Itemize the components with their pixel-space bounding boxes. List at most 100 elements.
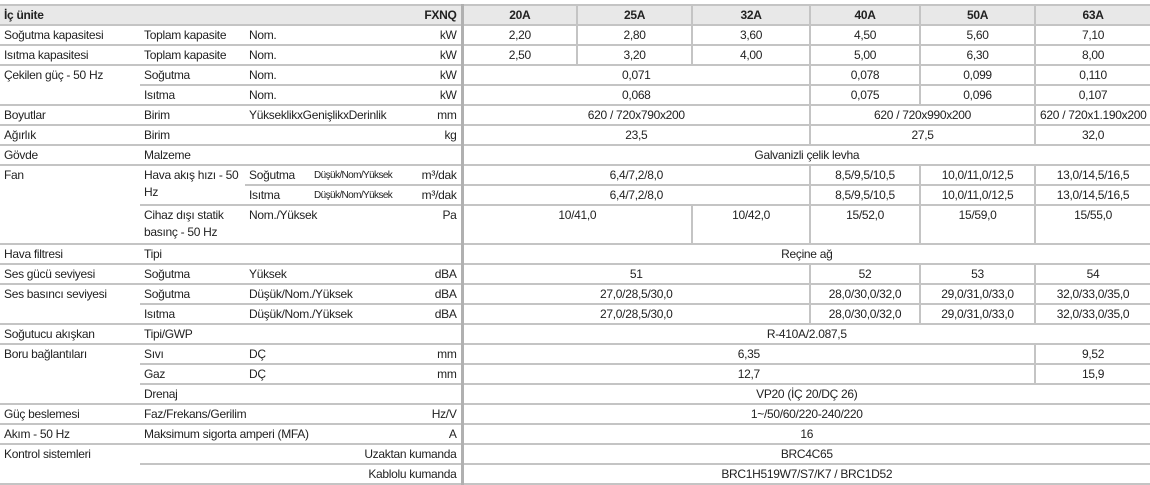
value-cell: 3,20 bbox=[576, 45, 693, 66]
spec-row: Soğutucu akışkan Tipi/GWP R-410A/2.087,5 bbox=[0, 324, 1150, 345]
value-cell: 53 bbox=[919, 264, 1036, 285]
value-cell: 620 / 720x1.190x200 bbox=[1034, 105, 1150, 126]
value-cell: 10,0/11,0/12,5 bbox=[919, 185, 1036, 206]
label-cell: Toplam kapasite bbox=[140, 45, 245, 66]
spec-row: Isıtma Düşük/Nom./Yüksek dBA 27,0/28,5/30,0… bbox=[0, 304, 1150, 325]
label-cell: YükseklikxGenişlikxDerinlik bbox=[245, 105, 416, 126]
value-cell: 15,9 bbox=[1034, 364, 1150, 385]
label-cell: Nom./Yüksek bbox=[245, 205, 416, 245]
label-cell: Fan bbox=[0, 165, 140, 245]
value-cell: 27,5 bbox=[809, 125, 1036, 146]
value-cell: 2,20 bbox=[461, 25, 578, 46]
label-cell: Sıvı bbox=[140, 344, 245, 365]
label-cell: Gaz bbox=[140, 364, 245, 385]
value-cell: 8,00 bbox=[1034, 45, 1150, 66]
spec-row: Güç beslemesi Faz/Frekans/Gerilim Hz/V 1~/5… bbox=[0, 404, 1150, 425]
spec-row: Drenaj VP20 (İÇ 20/DÇ 26) bbox=[0, 384, 1150, 405]
value-cell: 620 / 720x790x200 bbox=[461, 105, 811, 126]
value-cell: 10,0/11,0/12,5 bbox=[919, 165, 1036, 186]
label-cell: Toplam kapasite bbox=[140, 25, 245, 46]
label-cell: Birim bbox=[140, 105, 245, 126]
value-cell: 5,00 bbox=[809, 45, 921, 66]
unit-cell: Uzaktan kumanda bbox=[140, 444, 464, 465]
label-cell: Soğutma bbox=[140, 65, 245, 86]
unit-cell bbox=[415, 384, 464, 405]
label-cell: Isıtma bbox=[245, 185, 310, 206]
unit-cell bbox=[415, 145, 464, 166]
value-cell: 28,0/30,0/32,0 bbox=[809, 284, 921, 305]
model-name: FXNQ bbox=[415, 4, 464, 26]
label-cell: Düşük/Nom./Yüksek bbox=[245, 304, 416, 325]
value-cell: 29,0/31,0/33,0 bbox=[919, 304, 1036, 325]
label-cell: Yüksek bbox=[245, 264, 416, 285]
spec-row: Fan Hava akış hızı - 50 Hz Soğutma Düşük/No… bbox=[0, 165, 1150, 245]
unit-cell: Kablolu kumanda bbox=[140, 464, 464, 485]
label-cell: Maksimum sigorta amperi (MFA) bbox=[140, 424, 416, 445]
label-cell bbox=[245, 244, 416, 265]
label-cell: Soğutucu akışkan bbox=[0, 324, 140, 345]
value-cell: VP20 (İÇ 20/DÇ 26) bbox=[461, 384, 1150, 405]
label-cell: Nom. bbox=[245, 45, 416, 66]
size-50A: 50A bbox=[919, 4, 1036, 26]
unit-cell: kW bbox=[415, 25, 464, 46]
value-cell: Galvanizli çelik levha bbox=[461, 145, 1150, 166]
label-cell: Tipi bbox=[140, 244, 245, 265]
spec-row: Kontrol sistemleri Uzaktan kumanda BRC4C65 bbox=[0, 444, 1150, 485]
label-cell: Tipi/GWP bbox=[140, 324, 245, 345]
unit-cell: m³/dak bbox=[415, 165, 464, 186]
value-cell: 6,30 bbox=[919, 45, 1036, 66]
value-cell: 15/52,0 bbox=[809, 205, 921, 245]
spec-row: Isıtma Nom. kW 0,068 0,075 0,096 0,107 bbox=[0, 85, 1150, 106]
value-cell: 6,4/7,2/8,0 bbox=[461, 165, 811, 186]
value-cell: 10/42,0 bbox=[691, 205, 811, 245]
value-cell: 5,60 bbox=[919, 25, 1036, 46]
value-cell: 0,110 bbox=[1034, 65, 1150, 86]
value-cell: 2,80 bbox=[576, 25, 693, 46]
spec-row: Gövde Malzeme Galvanizli çelik levha bbox=[0, 145, 1150, 166]
value-cell: 32,0 bbox=[1034, 125, 1150, 146]
size-63A: 63A bbox=[1034, 4, 1150, 26]
value-cell: BRC1H519W7/S7/K7 / BRC1D52 bbox=[461, 464, 1150, 485]
unit-cell: mm bbox=[415, 344, 464, 365]
label-cell: Düşük/Nom/Yüksek bbox=[310, 165, 416, 186]
label-cell: Faz/Frekans/Gerilim bbox=[140, 404, 416, 425]
label-cell: Güç beslemesi bbox=[0, 404, 140, 425]
spec-row: Cihaz dışı statik basınç - 50 Hz Nom./Yük… bbox=[0, 205, 1150, 245]
unit-cell: Pa bbox=[415, 205, 464, 245]
unit-cell: kg bbox=[415, 125, 464, 146]
value-cell: 15/59,0 bbox=[919, 205, 1036, 245]
label-cell: Soğutma bbox=[140, 284, 245, 305]
label-cell: Düşük/Nom/Yüksek bbox=[310, 185, 416, 206]
value-cell: 10/41,0 bbox=[461, 205, 693, 245]
label-cell: Akım - 50 Hz bbox=[0, 424, 140, 445]
value-cell: 51 bbox=[461, 264, 811, 285]
label-cell bbox=[245, 145, 416, 166]
label-cell: Nom. bbox=[245, 65, 416, 86]
unit-cell: mm bbox=[415, 364, 464, 385]
size-32A: 32A bbox=[691, 4, 811, 26]
label-cell: Soğutma bbox=[245, 165, 310, 186]
value-cell: 27,0/28,5/30,0 bbox=[461, 284, 811, 305]
label-cell: Cihaz dışı statik basınç - 50 Hz bbox=[140, 205, 245, 245]
unit-cell: mm bbox=[415, 105, 464, 126]
spec-row: Boru bağlantıları Sıvı DÇ mm 6,35 9,52 bbox=[0, 344, 1150, 405]
value-cell: 27,0/28,5/30,0 bbox=[461, 304, 811, 325]
value-cell: 3,60 bbox=[691, 25, 811, 46]
value-cell: 16 bbox=[461, 424, 1150, 445]
value-cell: 52 bbox=[809, 264, 921, 285]
value-cell: R-410A/2.087,5 bbox=[461, 324, 1150, 345]
label-cell: Kontrol sistemleri bbox=[0, 444, 140, 485]
unit-cell: Hz/V bbox=[415, 404, 464, 425]
value-cell: 8,5/9,5/10,5 bbox=[809, 165, 921, 186]
unit-cell: kW bbox=[415, 85, 464, 106]
spec-row: Isıtma Düşük/Nom/Yüksek m³/dak 6,4/7,2/8,0 8… bbox=[0, 185, 1150, 206]
label-cell: Isıtma kapasitesi bbox=[0, 45, 140, 66]
unit-cell: kW bbox=[415, 65, 464, 86]
spec-table: İç ünite FXNQ 20A 25A 32A 40A 50A 63A So… bbox=[0, 4, 1150, 485]
label-cell: Ses gücü seviyesi bbox=[0, 264, 140, 285]
value-cell: 4,00 bbox=[691, 45, 811, 66]
value-cell: BRC4C65 bbox=[461, 444, 1150, 465]
spec-row: Akım - 50 Hz Maksimum sigorta amperi (MFA… bbox=[0, 424, 1150, 445]
spec-row: Çekilen güç - 50 Hz Soğutma Nom. kW 0,071 0,0… bbox=[0, 65, 1150, 106]
size-40A: 40A bbox=[809, 4, 921, 26]
